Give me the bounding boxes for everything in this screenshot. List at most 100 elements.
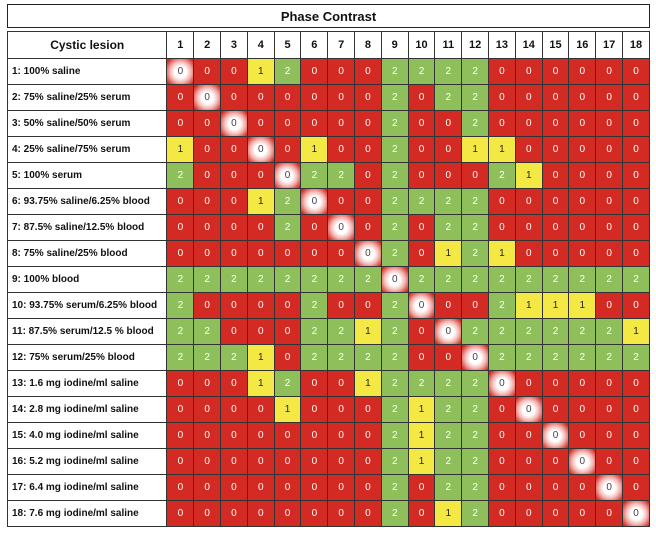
matrix-cell: 2 xyxy=(273,370,302,397)
matrix-cell: 2 xyxy=(407,370,436,397)
matrix-cell: 0 xyxy=(434,162,463,189)
matrix-cell: 0 xyxy=(595,58,624,85)
matrix-cell: 0 xyxy=(193,188,222,215)
matrix-cell: 0 xyxy=(488,188,516,215)
matrix-cell: 2 xyxy=(461,240,490,267)
matrix-cell: 2 xyxy=(380,214,409,241)
matrix-cell: 0 xyxy=(541,500,570,527)
matrix-cell: 2 xyxy=(434,474,463,501)
matrix-cell: 0 xyxy=(568,240,597,267)
matrix-cell: 0 xyxy=(568,162,597,189)
matrix-cell: 0 xyxy=(193,396,222,423)
matrix-cell: 0 xyxy=(273,422,302,449)
matrix-cell: 2 xyxy=(327,162,356,189)
matrix-cell: 2 xyxy=(166,318,195,345)
matrix-cell: 0 xyxy=(541,84,570,111)
matrix-cell: 2 xyxy=(434,84,463,111)
matrix-cell: 0 xyxy=(300,474,329,501)
diagonal-cell: 0 xyxy=(246,136,275,163)
matrix-cell: 0 xyxy=(514,58,543,85)
matrix-cell: 2 xyxy=(568,266,597,293)
table-row: 8: 75% saline/25% blood 0 0 0 0 0 0 0 0 2 0 1 2 1 0 0 0 0… xyxy=(6,240,650,267)
matrix-cell: 0 xyxy=(514,240,543,267)
matrix-cell: 0 xyxy=(354,58,382,85)
matrix-cell: 0 xyxy=(541,448,570,475)
matrix-cell: 0 xyxy=(193,292,222,319)
matrix-cell: 2 xyxy=(380,136,409,163)
matrix-cell: 0 xyxy=(354,162,382,189)
matrix-cell: 0 xyxy=(246,292,275,319)
matrix-cell: 0 xyxy=(541,214,570,241)
matrix-body: 1: 100% saline 0 0 0 1 2 0 0 0 2 2 2 2 0 0 0 0 0 0 2: 75% s… xyxy=(6,58,650,527)
matrix-cell: 2 xyxy=(434,448,463,475)
column-header: 5 xyxy=(273,31,302,59)
matrix-cell: 0 xyxy=(300,370,329,397)
matrix-cell: 1 xyxy=(488,136,516,163)
matrix-cell: 0 xyxy=(595,396,624,423)
matrix-cell: 0 xyxy=(595,110,624,137)
matrix-cell: 0 xyxy=(434,344,463,371)
matrix-cell: 0 xyxy=(354,422,382,449)
matrix-cell: 2 xyxy=(380,448,409,475)
matrix-cell: 0 xyxy=(273,500,302,527)
matrix-cell: 0 xyxy=(193,162,222,189)
column-header: 14 xyxy=(514,31,543,59)
matrix-cell: 0 xyxy=(541,396,570,423)
matrix-cell: 2 xyxy=(461,422,490,449)
matrix-cell: 0 xyxy=(246,240,275,267)
matrix-cell: 0 xyxy=(568,136,597,163)
matrix-cell: 1 xyxy=(407,448,436,475)
column-header: 6 xyxy=(300,31,329,59)
diagonal-cell: 0 xyxy=(407,292,436,319)
matrix-cell: 0 xyxy=(622,110,650,137)
lesion-label: 8: 75% saline/25% blood xyxy=(6,240,168,267)
matrix-cell: 0 xyxy=(220,292,248,319)
matrix-cell: 0 xyxy=(622,84,650,111)
matrix-cell: 0 xyxy=(300,84,329,111)
matrix-cell: 2 xyxy=(327,266,356,293)
matrix-cell: 2 xyxy=(434,396,463,423)
matrix-cell: 0 xyxy=(166,110,195,137)
matrix-cell: 0 xyxy=(166,370,195,397)
matrix-cell: 0 xyxy=(273,110,302,137)
matrix-cell: 2 xyxy=(461,188,490,215)
matrix-cell: 2 xyxy=(461,500,490,527)
matrix-cell: 0 xyxy=(514,84,543,111)
matrix-cell: 2 xyxy=(488,266,516,293)
column-header: 10 xyxy=(407,31,436,59)
matrix-cell: 0 xyxy=(327,292,356,319)
matrix-cell: 0 xyxy=(327,396,356,423)
matrix-cell: 1 xyxy=(407,422,436,449)
matrix-cell: 2 xyxy=(461,318,490,345)
matrix-cell: 0 xyxy=(354,188,382,215)
matrix-cell: 0 xyxy=(595,292,624,319)
column-header: 13 xyxy=(488,31,516,59)
matrix-cell: 0 xyxy=(300,448,329,475)
diagonal-cell: 0 xyxy=(380,266,409,293)
matrix-cell: 0 xyxy=(246,500,275,527)
diagonal-cell: 0 xyxy=(461,344,490,371)
diagonal-cell: 0 xyxy=(327,214,356,241)
matrix-cell: 0 xyxy=(300,110,329,137)
column-header: 18 xyxy=(622,31,650,59)
matrix-cell: 0 xyxy=(622,214,650,241)
column-header: 2 xyxy=(193,31,222,59)
matrix-cell: 0 xyxy=(568,500,597,527)
column-header: 12 xyxy=(461,31,490,59)
matrix-cell: 2 xyxy=(595,344,624,371)
diagonal-cell: 0 xyxy=(622,500,650,527)
lesion-label: 10: 93.75% serum/6.25% blood xyxy=(6,292,168,319)
matrix-cell: 1 xyxy=(354,370,382,397)
matrix-cell: 0 xyxy=(568,474,597,501)
matrix-cell: 0 xyxy=(193,370,222,397)
matrix-cell: 2 xyxy=(434,214,463,241)
matrix-cell: 2 xyxy=(193,344,222,371)
matrix-cell: 2 xyxy=(434,188,463,215)
matrix-cell: 2 xyxy=(300,292,329,319)
matrix-cell: 2 xyxy=(380,188,409,215)
matrix-cell: 2 xyxy=(166,292,195,319)
matrix-cell: 1 xyxy=(514,292,543,319)
matrix-cell: 2 xyxy=(461,448,490,475)
matrix-cell: 0 xyxy=(514,188,543,215)
matrix-cell: 0 xyxy=(354,136,382,163)
